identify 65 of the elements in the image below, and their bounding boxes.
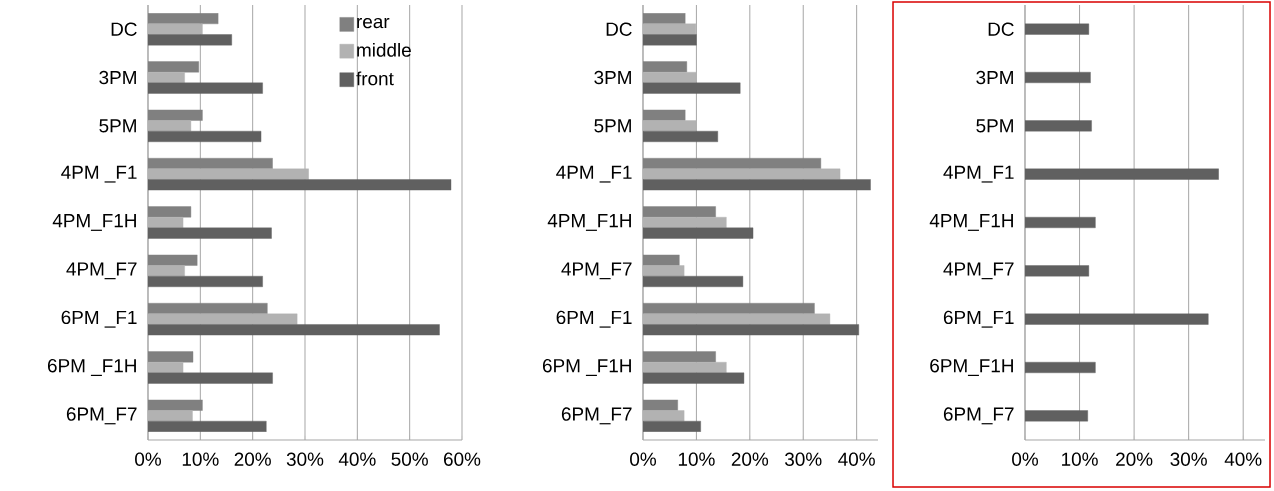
bar (643, 227, 754, 239)
bar (1025, 168, 1219, 180)
y-tick-label: 4PM_F1 (943, 165, 1014, 183)
y-tick-label: 6PM _F1 (61, 310, 137, 328)
y-tick-label: 4PM _F1 (556, 165, 632, 183)
y-tick-label: 5PM (99, 119, 136, 133)
y-tick-label: 6PM_F7 (943, 407, 1014, 425)
x-tick-label: 20% (234, 452, 271, 466)
y-tick-label: 3PM (594, 70, 631, 85)
x-tick-label: 10% (678, 452, 715, 466)
y-tick-label: 4PM_F1H (929, 214, 1013, 231)
legend-label: front (356, 71, 394, 86)
y-tick-label: 4PM_F7 (66, 262, 137, 280)
y-tick-label: DC (988, 22, 1014, 36)
x-tick-label: 30% (286, 452, 324, 466)
bar (643, 275, 744, 287)
y-tick-label: 6PM _F1 (556, 310, 632, 328)
y-tick-label: 3PM (99, 70, 136, 85)
bar (1025, 313, 1209, 325)
x-tick-label: 20% (1116, 452, 1153, 466)
legend-label: rear (357, 17, 390, 29)
bar (1025, 265, 1090, 277)
y-tick-label: 5PM (976, 119, 1013, 133)
y-tick-label: 6PM _F1H (542, 359, 631, 376)
x-tick-label: 40% (838, 452, 875, 466)
legend-label: middle (357, 42, 411, 57)
y-tick-label: 6PM _F1H (47, 359, 136, 376)
y-tick-label: 6PM_F1 (943, 310, 1014, 328)
y-tick-label: 4PM_F7 (943, 262, 1014, 280)
bar (1025, 361, 1096, 374)
y-tick-label: 4PM_F1H (52, 214, 136, 231)
x-tick-label: 40% (338, 452, 376, 466)
x-tick-label: 30% (1170, 452, 1207, 466)
bar (643, 324, 859, 336)
bar (643, 130, 718, 142)
x-tick-label: 60% (444, 452, 481, 466)
y-tick-label: 4PM_F1H (547, 214, 631, 231)
x-tick-label: 0% (1012, 452, 1039, 466)
y-tick-label: 4PM_F7 (561, 262, 632, 280)
x-tick-label: 50% (391, 452, 428, 466)
y-tick-label: 6PM_F1H (930, 359, 1013, 376)
bar (1025, 71, 1091, 84)
y-tick-label: 5PM (594, 119, 631, 133)
x-tick-label: 30% (785, 452, 822, 466)
bar (643, 179, 871, 191)
x-tick-label: 0% (135, 452, 161, 466)
bar (643, 82, 741, 94)
y-tick-label: DC (111, 22, 137, 36)
bar (643, 34, 697, 46)
bar (1025, 120, 1092, 132)
x-tick-label: 10% (1062, 452, 1098, 466)
bar (643, 420, 701, 432)
x-tick-label: 0% (630, 452, 657, 466)
y-tick-label: 6PM_F7 (66, 407, 137, 425)
bar (1025, 410, 1088, 422)
bar (643, 372, 745, 384)
x-tick-label: 20% (731, 452, 769, 466)
bar (1025, 23, 1090, 35)
y-tick-label: 6PM_F7 (561, 407, 632, 425)
x-tick-label: 10% (182, 452, 219, 466)
y-tick-label: DC (606, 22, 632, 36)
x-tick-label: 40% (1224, 452, 1262, 466)
y-tick-label: 4PM _F1 (61, 165, 137, 183)
y-tick-label: 3PM (976, 70, 1013, 85)
bar (1025, 216, 1096, 229)
